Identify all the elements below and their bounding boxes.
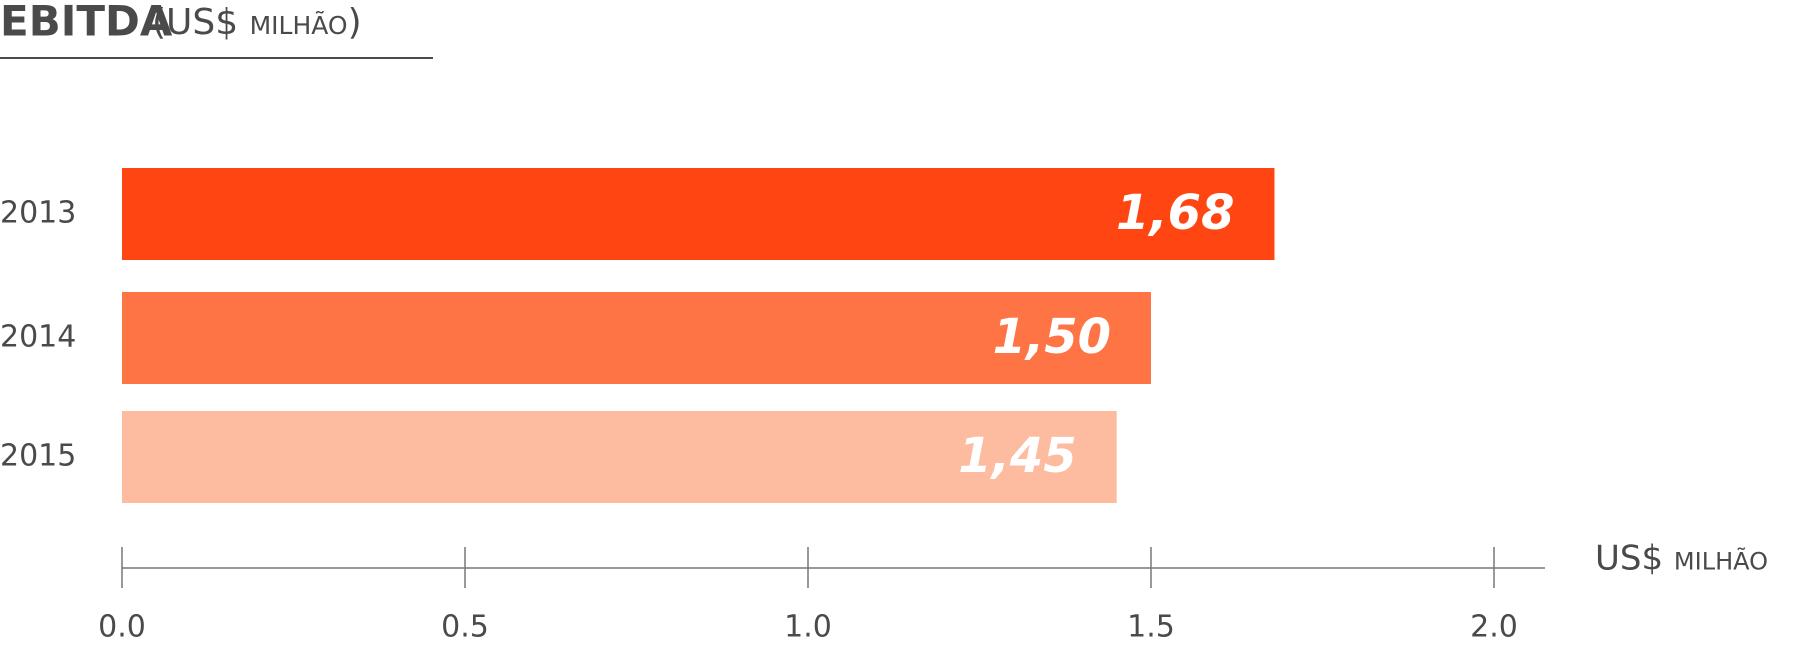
value-label: 1,68 [1116, 185, 1234, 241]
chart-subtitle: (US$ milhão) [152, 2, 362, 43]
bar [122, 292, 1151, 384]
value-label: 1,50 [993, 309, 1111, 365]
x-tick-label: 2.0 [1470, 610, 1518, 645]
x-tick-label: 1.5 [1127, 610, 1175, 645]
y-tick-label: 2014 [0, 320, 76, 355]
y-tick-label: 2013 [0, 196, 76, 231]
bar [122, 411, 1117, 503]
bar [122, 168, 1275, 260]
value-label: 1,45 [958, 428, 1076, 484]
x-axis-label: US$ milhão [1595, 539, 1768, 579]
x-tick-label: 1.0 [784, 610, 832, 645]
x-tick-label: 0.5 [441, 610, 489, 645]
x-tick-label: 0.0 [98, 610, 146, 645]
y-tick-label: 2015 [0, 439, 76, 474]
chart-title: EBITDA [0, 0, 173, 46]
